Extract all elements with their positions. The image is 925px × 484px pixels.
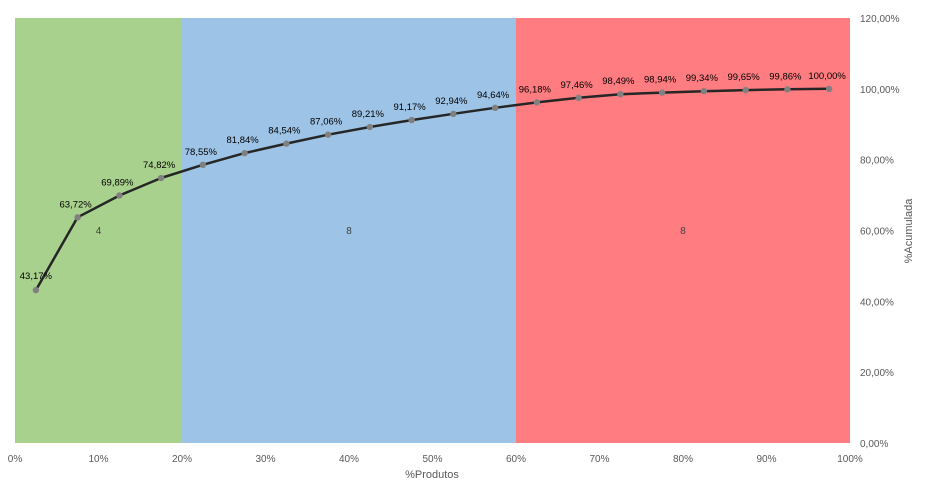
data-label: 91,17% [394, 102, 427, 113]
data-label: 63,72% [60, 199, 93, 210]
x-tick-label: 20% [172, 454, 192, 465]
data-point [784, 86, 791, 93]
data-point [199, 161, 207, 169]
data-point [825, 85, 833, 93]
x-tick-label: 70% [589, 454, 609, 465]
data-point [241, 149, 248, 157]
x-axis-ticks: 0% 10% 20% 30% 40% 50% 60% 70% 80% 90% 100% [8, 454, 863, 465]
zone-label-1: 4 [96, 226, 102, 237]
data-point [700, 87, 708, 95]
data-point [157, 174, 165, 182]
data-label: 98,94% [644, 75, 677, 86]
data-label: 87,06% [310, 117, 343, 128]
y-axis-ticks: 0,00% 20,00% 40,00% 60,00% 80,00% 100,00% 120,… [860, 14, 900, 450]
data-label: 96,18% [519, 84, 552, 95]
data-point [491, 104, 499, 112]
cumulative-line [34, 87, 830, 291]
data-point [533, 99, 541, 106]
data-point [450, 110, 457, 118]
x-tick-label: 30% [255, 454, 275, 465]
x-tick-label: 10% [88, 454, 108, 465]
data-label: 100,00% [808, 71, 846, 82]
data-labels: 43,17% 63,72% 69,89% 74,82% 78,55% 81,84% 84,5… [20, 71, 847, 282]
y-tick-label: 80,00% [860, 156, 894, 167]
data-label: 92,94% [435, 96, 468, 107]
data-label: 43,17% [20, 271, 53, 282]
data-point [74, 214, 81, 221]
y-axis-title: %Acumulada [903, 198, 915, 264]
x-tick-label: 0% [8, 454, 23, 465]
y-tick-label: 120,00% [860, 14, 900, 25]
y-tick-label: 40,00% [860, 297, 894, 308]
data-label: 84,54% [268, 126, 301, 137]
data-point [742, 86, 749, 94]
data-label: 98,49% [602, 76, 635, 87]
x-tick-label: 80% [673, 454, 693, 465]
data-point [283, 140, 290, 147]
data-label: 81,84% [227, 135, 260, 146]
zone-bands [15, 18, 850, 443]
data-point [658, 89, 666, 96]
data-label: 78,55% [185, 147, 218, 158]
x-tick-label: 90% [756, 454, 776, 465]
x-axis-title: %Produtos [405, 469, 459, 481]
y-tick-label: 100,00% [860, 85, 900, 96]
data-label: 69,89% [101, 177, 134, 188]
zone-label-3: 8 [680, 226, 686, 237]
data-point [408, 116, 415, 124]
data-label: 94,64% [477, 90, 510, 101]
y-tick-label: 60,00% [860, 227, 894, 238]
data-point [116, 192, 123, 199]
x-tick-label: 50% [422, 454, 442, 465]
y-tick-label: 0,00% [860, 439, 888, 450]
x-tick-label: 40% [339, 454, 359, 465]
zone-band-1 [15, 18, 182, 443]
x-tick-label: 100% [837, 454, 863, 465]
y-tick-label: 20,00% [860, 368, 894, 379]
data-point [575, 94, 582, 102]
data-point [366, 123, 374, 131]
data-label: 74,82% [143, 160, 176, 171]
data-point [617, 90, 624, 98]
x-tick-label: 60% [506, 454, 526, 465]
data-label: 89,21% [352, 109, 385, 120]
data-point [324, 131, 332, 138]
data-label: 99,65% [728, 72, 761, 83]
data-label: 99,34% [686, 73, 719, 84]
data-point [32, 286, 40, 294]
data-label: 99,86% [769, 71, 802, 82]
data-label: 97,46% [561, 80, 594, 91]
zone-label-2: 8 [346, 226, 352, 237]
zone-band-2 [182, 18, 516, 443]
zone-labels: 4 8 8 [96, 226, 687, 237]
line-markers [32, 85, 833, 294]
